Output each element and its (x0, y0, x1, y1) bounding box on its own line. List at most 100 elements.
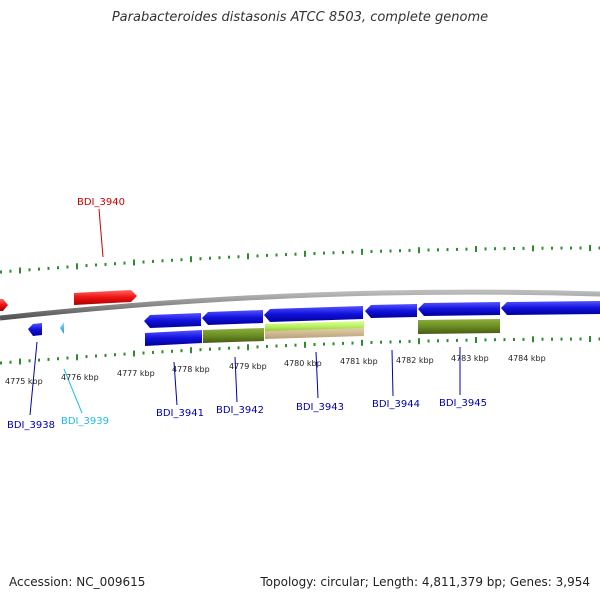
tick-mark (28, 359, 31, 363)
tick-mark (532, 336, 534, 343)
gene-arrow-bdi-3945-a[interactable] (418, 302, 500, 316)
feature-bdi-3943-c[interactable] (265, 328, 364, 339)
tick-mark (218, 347, 221, 351)
tick-mark (427, 248, 430, 252)
tick-mark (589, 245, 591, 251)
reverse-strand-features-row2 (145, 319, 500, 346)
tick-mark (342, 341, 344, 345)
feature-bdi-3942-b[interactable] (203, 328, 264, 343)
tick-mark (304, 341, 306, 348)
tick-mark (456, 338, 458, 342)
tick-mark (161, 259, 164, 263)
label-leader-lines (29, 208, 461, 416)
tick-mark (551, 246, 553, 250)
tick-mark (209, 256, 211, 260)
tick-mark (570, 337, 572, 341)
leader-bdi-3940 (98, 208, 104, 258)
tick-mark (323, 342, 325, 346)
tick-mark (389, 249, 392, 253)
tick-mark (437, 339, 439, 343)
gene-arrow-bdi-3940[interactable] (74, 290, 137, 305)
gene-label-bdi-3944[interactable]: BDI_3944 (372, 399, 420, 410)
gene-label-bdi-3945[interactable]: BDI_3945 (439, 398, 487, 409)
tick-mark (522, 246, 525, 250)
tick-mark (275, 344, 278, 348)
tick-mark (456, 247, 458, 251)
tick-mark (551, 337, 553, 341)
tick-mark (399, 249, 401, 253)
scale-label: 4781 kbp (340, 357, 378, 366)
tick-mark (598, 246, 600, 250)
gene-arrow-partial-left[interactable] (0, 299, 8, 311)
tick-mark (418, 247, 420, 254)
tick-mark (351, 341, 354, 345)
tick-mark (475, 337, 477, 343)
feature-bdi-3945-b[interactable] (418, 319, 500, 334)
tick-mark (256, 345, 259, 349)
tick-mark (494, 338, 496, 342)
feature-bdi-3941-b[interactable] (145, 330, 202, 346)
lower-tick-marks (0, 336, 600, 365)
tick-mark (104, 262, 107, 266)
tick-mark (76, 354, 78, 361)
tick-mark (104, 353, 107, 357)
tick-mark (532, 245, 534, 252)
gene-label-bdi-3943[interactable]: BDI_3943 (296, 402, 344, 413)
tick-mark (380, 340, 382, 344)
tick-mark (9, 269, 12, 273)
genome-backbone (0, 289, 600, 321)
tick-mark (247, 253, 249, 260)
tick-mark (237, 346, 240, 350)
leader-bdi-3939 (63, 368, 83, 414)
tick-mark (389, 340, 392, 344)
tick-mark (589, 336, 591, 342)
gene-arrow-bdi-3943-a[interactable] (264, 306, 363, 322)
gene-arrow-bdi-3941-a[interactable] (144, 313, 201, 328)
genome-title: Parabacteroides distasonis ATCC 8503, co… (111, 10, 489, 25)
reverse-strand-genes-row1 (28, 301, 600, 336)
gene-label-bdi-3941[interactable]: BDI_3941 (156, 408, 204, 419)
scale-label: 4783 kbp (451, 354, 489, 363)
scale-label: 4784 kbp (508, 354, 546, 363)
tick-mark (47, 266, 50, 270)
tick-mark (465, 338, 468, 342)
tick-mark (522, 337, 525, 341)
gene-arrow-bdi-3944-a[interactable] (365, 304, 417, 318)
tick-mark (570, 246, 572, 250)
tick-mark (351, 250, 354, 254)
gene-arrow-bdi-3942-a[interactable] (202, 310, 263, 325)
tick-mark (180, 258, 183, 262)
leader-bdi-3943 (315, 351, 319, 399)
leader-bdi-3941 (173, 361, 178, 406)
tick-mark (0, 270, 2, 274)
tick-mark (503, 247, 506, 251)
tick-mark (85, 264, 88, 268)
tick-mark (66, 265, 69, 269)
gene-arrow-bdi-3939[interactable] (60, 322, 64, 334)
tick-mark (370, 250, 373, 253)
tick-mark (266, 253, 268, 257)
tick-mark (152, 350, 154, 354)
gene-arrow-bdi-3938[interactable] (28, 323, 42, 336)
tick-mark (190, 256, 192, 263)
gene-label-bdi-3938[interactable]: BDI_3938 (7, 420, 55, 431)
tick-mark (19, 358, 21, 365)
tick-mark (133, 259, 135, 266)
tick-mark (85, 355, 88, 359)
tick-mark (247, 344, 249, 351)
gene-label-bdi-3940[interactable]: BDI_3940 (77, 197, 125, 208)
tick-mark (199, 348, 202, 352)
tick-mark (408, 248, 411, 252)
gene-label-bdi-3939[interactable]: BDI_3939 (61, 416, 109, 427)
tick-mark (446, 248, 449, 252)
tick-mark (332, 251, 335, 255)
topology-text: Topology: circular; Length: 4,811,379 bp… (260, 575, 590, 589)
gene-label-bdi-3942[interactable]: BDI_3942 (216, 405, 264, 416)
tick-mark (47, 357, 50, 361)
tick-mark (256, 254, 259, 258)
tick-mark (285, 253, 287, 257)
tick-mark (437, 248, 439, 252)
tick-mark (180, 349, 183, 353)
gene-arrow-right-partial[interactable] (501, 301, 600, 315)
tick-mark (513, 247, 515, 250)
